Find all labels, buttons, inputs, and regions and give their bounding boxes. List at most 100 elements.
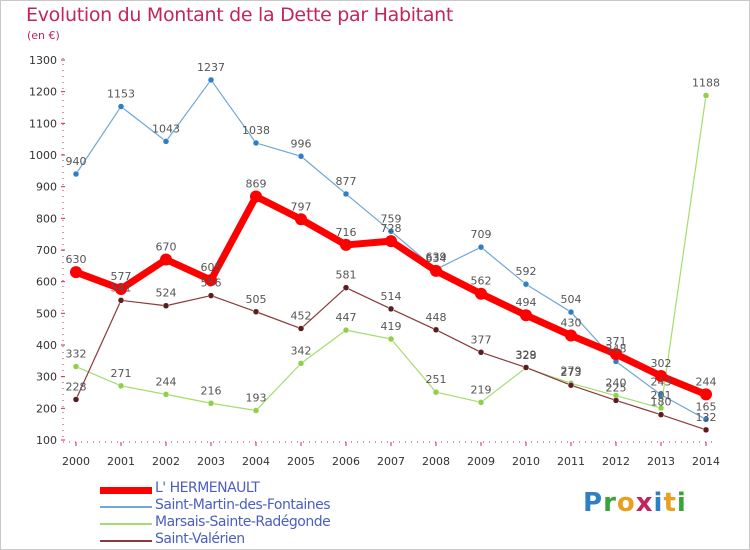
x-tick-label: 2010 bbox=[512, 455, 540, 468]
legend-label: Marsais-Sainte-Radégonde bbox=[155, 514, 331, 530]
data-point bbox=[72, 396, 80, 403]
y-tick-label: 100 bbox=[36, 434, 57, 447]
legend-swatch bbox=[100, 506, 152, 508]
x-tick-label: 2007 bbox=[377, 455, 405, 468]
data-point bbox=[297, 360, 305, 367]
data-label: 452 bbox=[291, 310, 312, 323]
data-label: 219 bbox=[471, 383, 492, 396]
data-point bbox=[610, 348, 622, 361]
data-point bbox=[207, 76, 215, 84]
data-label: 165 bbox=[696, 400, 717, 413]
data-point bbox=[387, 305, 395, 313]
data-label: 592 bbox=[516, 265, 537, 278]
data-label: 1188 bbox=[692, 76, 720, 89]
data-label: 524 bbox=[156, 287, 177, 300]
data-label: 634 bbox=[426, 252, 447, 265]
data-label: 447 bbox=[336, 311, 357, 324]
data-point bbox=[117, 382, 125, 390]
logo-letter: i bbox=[676, 488, 687, 518]
data-label: 240 bbox=[606, 377, 627, 390]
logo-letter: r bbox=[603, 488, 617, 518]
data-label: 342 bbox=[291, 344, 312, 357]
logo-letter: P bbox=[583, 488, 604, 518]
data-label: 505 bbox=[246, 293, 267, 306]
data-point bbox=[520, 309, 532, 322]
y-tick-label: 800 bbox=[36, 212, 57, 225]
legend-label: L' HERMENAULT bbox=[155, 480, 260, 496]
y-tick-label: 500 bbox=[36, 307, 57, 320]
data-label: 514 bbox=[381, 290, 402, 303]
x-tick-label: 2012 bbox=[602, 455, 630, 468]
data-point bbox=[477, 243, 485, 251]
data-point bbox=[655, 370, 667, 383]
data-label: 940 bbox=[66, 155, 87, 168]
x-tick-label: 2008 bbox=[422, 455, 450, 468]
data-point bbox=[207, 292, 215, 299]
data-label: 996 bbox=[291, 137, 312, 150]
chart-title: Evolution du Montant de la Dette par Hab… bbox=[26, 4, 454, 26]
y-tick-label: 1100 bbox=[29, 117, 57, 130]
data-label: 348 bbox=[606, 342, 627, 355]
data-point bbox=[340, 238, 352, 251]
data-point bbox=[567, 381, 575, 389]
data-label: 448 bbox=[426, 311, 447, 324]
data-point bbox=[252, 139, 260, 147]
data-label: 1237 bbox=[197, 61, 225, 74]
data-point bbox=[702, 92, 710, 99]
data-label: 243 bbox=[651, 376, 672, 389]
data-label: 797 bbox=[291, 200, 312, 213]
data-point bbox=[387, 335, 395, 343]
data-label: 630 bbox=[66, 253, 87, 266]
data-label: 556 bbox=[201, 277, 222, 290]
x-tick-label: 2003 bbox=[197, 455, 225, 468]
data-point bbox=[162, 138, 170, 145]
data-point bbox=[477, 399, 485, 406]
data-label: 302 bbox=[651, 357, 672, 370]
data-label: 430 bbox=[561, 317, 582, 330]
data-label: 279 bbox=[561, 364, 582, 377]
data-point bbox=[475, 287, 487, 300]
data-label: 494 bbox=[516, 296, 537, 309]
data-label: 273 bbox=[561, 366, 582, 379]
data-point bbox=[702, 416, 710, 423]
data-point bbox=[162, 391, 170, 398]
data-point bbox=[385, 235, 397, 248]
data-point bbox=[657, 404, 665, 412]
legend-label: Saint-Valérien bbox=[155, 531, 245, 547]
data-label: 541 bbox=[111, 281, 132, 294]
data-label: 244 bbox=[696, 375, 717, 388]
data-point bbox=[297, 153, 305, 160]
data-point bbox=[612, 397, 620, 404]
data-point bbox=[117, 297, 125, 304]
data-label: 419 bbox=[381, 320, 402, 333]
data-label: 605 bbox=[201, 261, 222, 274]
data-label: 639 bbox=[426, 250, 447, 263]
data-point bbox=[522, 364, 530, 371]
data-point bbox=[117, 103, 125, 110]
chart-subtitle: (en €) bbox=[27, 29, 60, 42]
y-tick-label: 300 bbox=[36, 371, 57, 384]
data-point bbox=[387, 228, 395, 235]
y-tick-label: 400 bbox=[36, 339, 57, 352]
data-point bbox=[567, 308, 575, 316]
x-tick-label: 2006 bbox=[332, 455, 360, 468]
data-point bbox=[160, 253, 172, 266]
logo-letter: o bbox=[616, 488, 636, 518]
data-label: 271 bbox=[111, 367, 132, 380]
x-tick-label: 2011 bbox=[557, 455, 585, 468]
data-point bbox=[70, 266, 82, 279]
data-label: 759 bbox=[381, 212, 402, 225]
y-tick-label: 700 bbox=[36, 244, 57, 257]
data-point bbox=[252, 308, 260, 315]
data-label: 1153 bbox=[107, 88, 135, 101]
data-label: 728 bbox=[381, 222, 402, 235]
data-label: 251 bbox=[426, 373, 447, 386]
y-tick-label: 200 bbox=[36, 402, 57, 415]
y-tick-label: 1300 bbox=[29, 54, 57, 67]
data-label: 332 bbox=[66, 348, 87, 361]
data-label: 1038 bbox=[242, 124, 270, 137]
legend-label: Saint-Martin-des-Fontaines bbox=[155, 497, 331, 513]
data-point bbox=[565, 329, 577, 342]
y-tick-label: 600 bbox=[36, 276, 57, 289]
